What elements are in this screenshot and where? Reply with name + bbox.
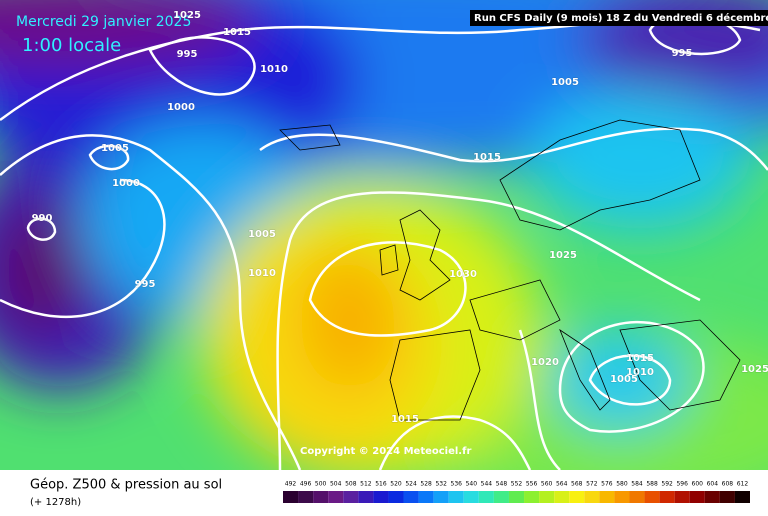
isobar-label: 1030 <box>449 269 477 280</box>
colorbar-swatch <box>463 491 479 503</box>
colorbar-swatch <box>674 491 690 503</box>
run-banner <box>470 10 768 26</box>
colorbar-label: 524 <box>405 481 417 488</box>
isobar-label: 1000 <box>112 178 140 189</box>
colorbar-swatch <box>433 491 449 503</box>
colorbar-swatch <box>358 491 374 503</box>
colorbar-swatch <box>584 491 600 503</box>
footer-title: Géop. Z500 & pression au sol <box>30 478 222 493</box>
colorbar-label: 560 <box>541 481 553 488</box>
colorbar-swatch <box>343 491 359 503</box>
isobar-label: 1025 <box>173 10 201 21</box>
colorbar-label: 528 <box>420 481 432 488</box>
colorbar-swatch <box>328 491 344 503</box>
colorbar-swatch <box>644 491 660 503</box>
colorbar-label: 548 <box>496 481 508 488</box>
isobar-label: 1005 <box>551 77 579 88</box>
colorbar-label: 604 <box>707 481 719 488</box>
colorbar-swatch <box>508 491 525 503</box>
isobar-label: 1005 <box>610 374 638 385</box>
isobar-label: 1010 <box>626 367 654 378</box>
colorbar-label: 600 <box>692 481 704 488</box>
colorbar-swatch <box>478 491 494 503</box>
isobar-label: 995 <box>135 279 156 290</box>
colorbar-label: 556 <box>526 481 538 488</box>
colorbar-label: 568 <box>571 481 583 488</box>
colorbar-swatch <box>313 491 329 503</box>
colorbar-swatch <box>373 491 389 503</box>
colorbar: 492 496 500 504 508 512 516 520 524 528 532 536 540 5… <box>283 481 750 503</box>
colorbar-swatch <box>704 491 720 503</box>
isobar-label: 1025 <box>741 364 768 375</box>
colorbar-swatch <box>719 491 735 503</box>
isobar-labels: 1025 1015 995 1010 995 1005 1000 1005 10… <box>31 10 768 426</box>
colorbar-swatch <box>283 491 299 503</box>
colorbar-label: 596 <box>676 481 688 488</box>
colorbar-label: 572 <box>586 481 598 488</box>
colorbar-swatch <box>539 491 555 503</box>
isobar-label: 1025 <box>549 250 577 261</box>
colorbar-label: 576 <box>601 481 613 488</box>
header-time: 1:00 locale <box>22 35 121 56</box>
colorbar-label: 564 <box>556 481 568 488</box>
header-date: Mercredi 29 janvier 2025 <box>16 14 191 30</box>
colorbar-label: 504 <box>330 481 342 488</box>
footer-subtitle: (+ 1278h) <box>30 497 81 508</box>
colorbar-swatch <box>734 491 750 503</box>
colorbar-label: 612 <box>737 481 749 488</box>
colorbar-swatch <box>659 491 675 503</box>
colorbar-label: 532 <box>435 481 447 488</box>
colorbar-swatch <box>569 491 585 503</box>
isobar-label: 1005 <box>248 229 276 240</box>
colorbar-swatch <box>403 491 419 503</box>
colorbar-label: 500 <box>315 481 327 488</box>
isobar-label: 1015 <box>391 414 419 425</box>
colorbar-label: 544 <box>481 481 493 488</box>
colorbar-label: 520 <box>390 481 402 488</box>
colorbar-swatch <box>554 491 570 503</box>
colorbar-label: 580 <box>616 481 628 488</box>
colorbar-swatch <box>629 491 645 503</box>
colorbar-label: 508 <box>345 481 357 488</box>
colorbar-swatch <box>614 491 630 503</box>
isobar-label: 1010 <box>260 64 288 75</box>
colorbar-label: 516 <box>375 481 387 488</box>
colorbar-label: 592 <box>661 481 673 488</box>
colorbar-swatch <box>493 491 509 503</box>
colorbar-swatch <box>448 491 464 503</box>
colorbar-label: 608 <box>722 481 734 488</box>
isobar-label: 1005 <box>101 143 129 154</box>
colorbar-label: 540 <box>466 481 478 488</box>
colorbar-label: 496 <box>300 481 312 488</box>
colorbar-swatch <box>599 491 615 503</box>
colorbar-swatch <box>418 491 434 503</box>
isobar-label: 990 <box>32 213 53 224</box>
colorbar-swatch <box>388 491 404 503</box>
colorbar-label: 588 <box>646 481 658 488</box>
isobar-label: 1020 <box>531 357 559 368</box>
colorbar-swatch <box>524 491 540 503</box>
colorbar-label: 536 <box>451 481 463 488</box>
isobar-label: 1015 <box>626 353 654 364</box>
run-info: Run CFS Daily (9 mois) 18 Z du Vendredi … <box>474 12 768 24</box>
coastlines <box>279 119 741 421</box>
isobar-label: 1015 <box>223 27 251 38</box>
colorbar-label: 492 <box>285 481 297 488</box>
isobar-label: 1015 <box>473 152 501 163</box>
copyright: Copyright © 2024 Meteociel.fr <box>300 446 471 457</box>
colorbar-swatch <box>689 491 705 503</box>
isobar-label: 1000 <box>167 102 195 113</box>
isobar-label: 1010 <box>248 268 276 279</box>
colorbar-swatch <box>298 491 314 503</box>
colorbar-label: 512 <box>360 481 372 488</box>
isobar-label: 995 <box>672 48 693 59</box>
colorbar-label: 552 <box>511 481 523 488</box>
colorbar-label: 584 <box>631 481 643 488</box>
isobar-label: 995 <box>177 49 198 60</box>
